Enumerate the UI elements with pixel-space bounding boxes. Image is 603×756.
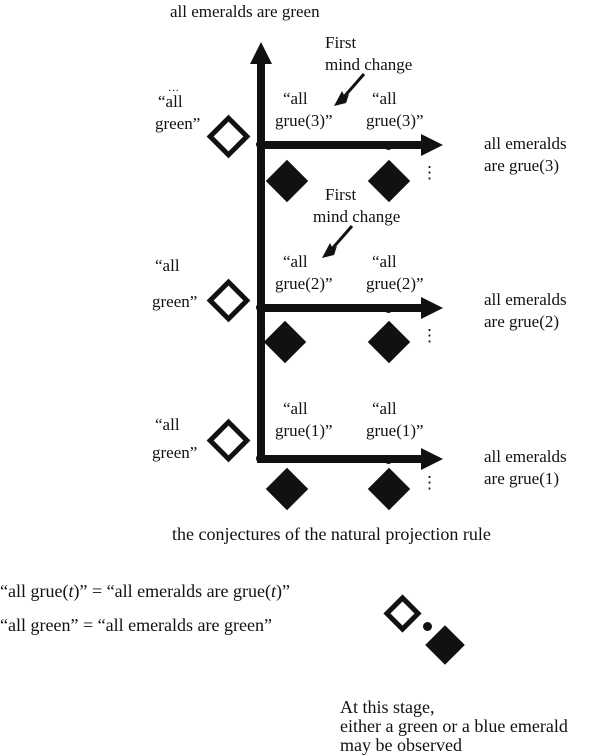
row-grue-3-right-label-line2: are grue(3)	[484, 156, 560, 175]
row-grue-3-axis-arrowhead	[421, 134, 443, 156]
row-grue-1-right-label-line2: are grue(1)	[484, 469, 560, 488]
legend-grue-mid: )” = “all emeralds are grue(	[73, 581, 272, 601]
row-grue-1-node-a-label-line2: grue(1)”	[275, 421, 333, 440]
row-grue-1-vertical-ellipsis: ⋮	[421, 473, 438, 492]
legend-grue-post: )”	[276, 581, 291, 601]
observation-note-line1: At this stage,	[340, 697, 435, 717]
row-grue-2-origin-node	[256, 303, 265, 312]
legend-green-definition: “all green” = “all emeralds are green”	[0, 615, 272, 635]
row-grue-3-annotation-line1: First	[325, 33, 357, 52]
row-grue-2-right-label-line1: all emeralds	[484, 290, 567, 309]
row-grue-3-filled-diamond-b	[367, 159, 411, 203]
row-grue-1-origin-node	[256, 454, 265, 463]
row-grue-2-annotation-line2: mind change	[313, 207, 401, 226]
row-grue-2-annotation-arrow	[322, 225, 354, 258]
row-grue-2-left-label-line1: “all	[155, 256, 180, 275]
row-grue-3-hollow-diamond	[206, 114, 251, 159]
vertical-axis-line	[257, 62, 265, 462]
observation-note-line3: may be observed	[340, 735, 462, 755]
row-grue-3-branch-node	[384, 141, 393, 150]
row-grue-2-node-a-label-line2: grue(2)”	[275, 274, 333, 293]
legend-grue-variable-2: t	[271, 581, 277, 601]
row-grue-2-axis-line	[257, 304, 425, 312]
row-grue-3-axis-line	[257, 141, 425, 149]
row-grue-3-ellipsis-above: …	[168, 82, 180, 94]
row-grue-2-left-label-line2: green”	[152, 292, 198, 311]
row-grue-1-left-label-line1: “all	[155, 415, 180, 434]
figure-bottom-caption: the conjectures of the natural projectio…	[172, 524, 491, 544]
row-grue-3-node-b-label-line2: grue(3)”	[366, 111, 424, 130]
row-grue-2-filled-diamond-b	[367, 320, 411, 364]
row-grue-3-filled-diamond-a	[265, 159, 309, 203]
row-grue-1-node-b-label-line1: “all	[372, 399, 397, 418]
row-grue-1-axis-line	[257, 455, 425, 463]
legend-grue-variable-1: t	[68, 581, 74, 601]
legend-grue-definition: “all grue(t)” = “all emeralds are grue(t…	[0, 581, 290, 602]
row-grue-3-origin-node	[256, 140, 265, 149]
row-grue-3-left-label-line2: green”	[155, 114, 201, 133]
row-grue-1-node-b-label-line2: grue(1)”	[366, 421, 424, 440]
row-grue-2-axis-arrowhead	[421, 297, 443, 319]
row-grue-3-left-label-line1: “all	[158, 92, 183, 111]
row-grue-2-right-label-line2: are grue(2)	[484, 312, 560, 331]
row-grue-2-node-a-label-line1: “all	[283, 252, 308, 271]
row-grue-3-vertical-ellipsis: ⋮	[421, 163, 438, 182]
observation-note-line2: either a green or a blue emerald	[340, 716, 568, 736]
figure-top-label: all emeralds are green	[170, 2, 320, 21]
row-grue-2-node-b-label-line2: grue(2)”	[366, 274, 424, 293]
row-grue-2-filled-diamond-a	[263, 320, 307, 364]
row-grue-3-node-a-label-line2: grue(3)”	[275, 111, 333, 130]
row-grue-2-annotation-line1: First	[325, 185, 357, 204]
row-grue-3-right-label-line1: all emeralds	[484, 134, 567, 153]
row-grue-3-node-a-label-line1: “all	[283, 89, 308, 108]
row-grue-1-right-label-line1: all emeralds	[484, 447, 567, 466]
row-grue-1-filled-diamond-a	[265, 467, 309, 511]
vertical-axis-arrowhead	[250, 42, 272, 64]
row-grue-1-filled-diamond-b	[367, 467, 411, 511]
row-grue-3-annotation-line2: mind change	[325, 55, 413, 74]
row-grue-1-left-label-line2: green”	[152, 443, 198, 462]
row-grue-1-hollow-diamond	[206, 418, 251, 463]
row-grue-1-branch-node	[384, 455, 393, 464]
row-grue-2-vertical-ellipsis: ⋮	[421, 326, 438, 345]
row-grue-1-node-a-label-line1: “all	[283, 399, 308, 418]
row-grue-2-branch-node	[384, 304, 393, 313]
row-grue-2-node-b-label-line1: “all	[372, 252, 397, 271]
observation-dot	[423, 622, 432, 631]
observation-hollow-diamond	[383, 594, 422, 633]
row-grue-3-annotation-arrow	[334, 73, 366, 106]
row-grue-3-node-b-label-line1: “all	[372, 89, 397, 108]
observation-filled-diamond	[425, 625, 465, 665]
row-grue-2-hollow-diamond	[206, 278, 251, 323]
legend-grue-pre: “all grue(	[0, 581, 69, 601]
row-grue-1-axis-arrowhead	[421, 448, 443, 470]
